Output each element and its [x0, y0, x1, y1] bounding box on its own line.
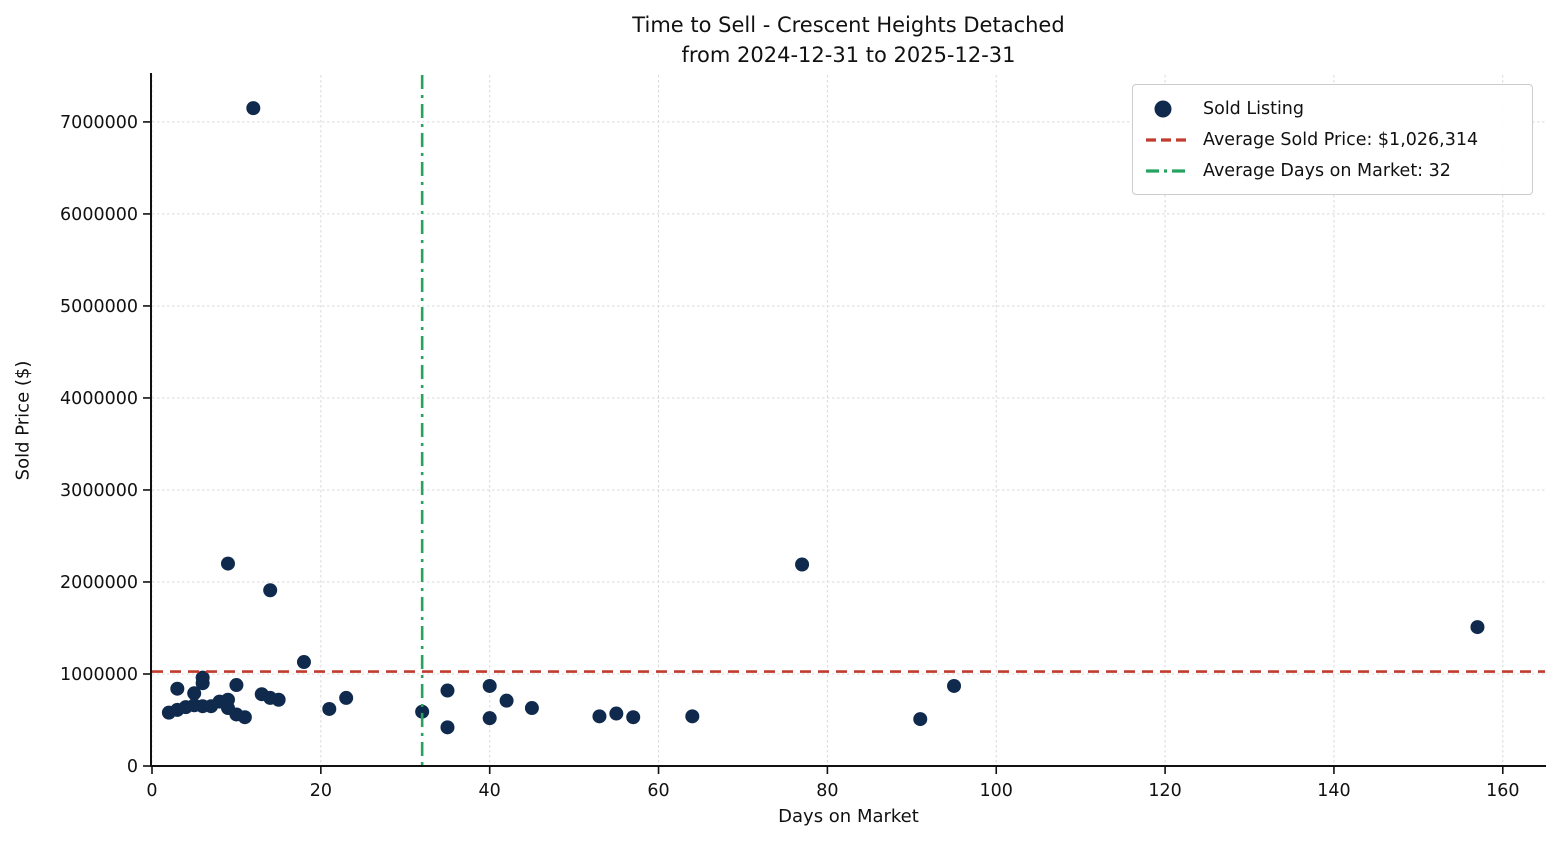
y-tick-label: 5000000 — [60, 297, 138, 317]
x-tick-label: 140 — [1317, 781, 1350, 801]
x-tick-label: 60 — [647, 781, 669, 801]
legend-item-avg-sold-price: Average Sold Price: $1,026,314 — [1145, 124, 1522, 155]
data-point — [482, 711, 497, 726]
legend-label-avg-days-on-market: Average Days on Market: 32 — [1203, 160, 1451, 181]
x-tick-label: 100 — [980, 781, 1013, 801]
x-tick-label: 40 — [479, 781, 501, 801]
y-tick-label: 4000000 — [60, 389, 138, 409]
data-point — [626, 710, 641, 725]
data-point — [1470, 620, 1485, 635]
chart-title: Time to Sell - Crescent Heights Detached… — [152, 10, 1545, 70]
data-point — [482, 678, 497, 693]
x-tick-label: 80 — [816, 781, 838, 801]
data-point — [322, 701, 337, 716]
sold-listing-dot-icon — [1145, 99, 1189, 119]
y-axis-label: Sold Price ($) — [12, 360, 34, 481]
x-axis-label: Days on Market — [778, 806, 919, 827]
data-point — [415, 704, 430, 719]
data-point — [220, 556, 235, 571]
y-tick-label: 7000000 — [60, 113, 138, 133]
x-tick-label: 20 — [310, 781, 332, 801]
data-point — [440, 683, 455, 698]
data-point — [913, 712, 928, 727]
data-point — [592, 709, 607, 724]
data-point — [609, 706, 624, 721]
data-point — [271, 692, 286, 707]
data-point — [795, 557, 810, 572]
data-point — [237, 710, 252, 725]
x-tick-label: 0 — [146, 781, 157, 801]
x-tick-label: 160 — [1486, 781, 1519, 801]
chart-title-line2: from 2024-12-31 to 2025-12-31 — [681, 43, 1016, 67]
legend: Sold Listing Average Sold Price: $1,026,… — [1132, 84, 1533, 195]
dashed-line-icon — [1145, 130, 1189, 150]
x-tick-label: 120 — [1148, 781, 1181, 801]
y-tick-label: 6000000 — [60, 205, 138, 225]
data-point — [229, 678, 244, 693]
data-point — [170, 681, 185, 696]
legend-item-avg-days-on-market: Average Days on Market: 32 — [1145, 155, 1522, 186]
y-tick-label: 0 — [127, 757, 138, 777]
data-point — [195, 670, 210, 685]
chart-title-line1: Time to Sell - Crescent Heights Detached — [632, 13, 1065, 37]
y-tick-label: 3000000 — [60, 481, 138, 501]
y-tick-label: 1000000 — [60, 665, 138, 685]
data-point — [499, 693, 514, 708]
data-point — [440, 720, 455, 735]
legend-label-avg-sold-price: Average Sold Price: $1,026,314 — [1203, 129, 1479, 150]
data-point — [947, 678, 962, 693]
data-point — [187, 686, 202, 701]
data-point — [263, 583, 278, 598]
legend-label-sold-listing: Sold Listing — [1203, 98, 1305, 119]
data-point — [685, 709, 700, 724]
y-tick-label: 2000000 — [60, 573, 138, 593]
data-point — [524, 701, 539, 716]
data-point — [246, 101, 261, 116]
legend-item-sold-listing: Sold Listing — [1145, 93, 1522, 124]
dashdot-line-icon — [1145, 161, 1189, 181]
data-point — [296, 655, 311, 670]
data-point — [339, 690, 354, 705]
